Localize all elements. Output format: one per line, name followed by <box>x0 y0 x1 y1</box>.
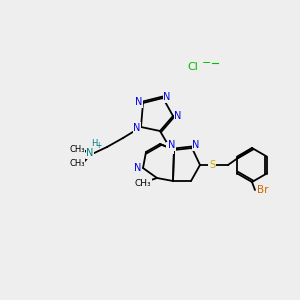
Text: CH₃: CH₃ <box>69 158 85 167</box>
Text: N: N <box>168 140 176 150</box>
Text: N: N <box>134 163 142 173</box>
Text: CH₃: CH₃ <box>135 178 151 188</box>
Text: N: N <box>133 123 141 133</box>
Text: N: N <box>192 140 200 150</box>
Text: S: S <box>209 160 215 170</box>
Text: S: S <box>167 143 173 153</box>
Text: N: N <box>163 92 171 102</box>
Text: N: N <box>168 140 176 150</box>
Text: N: N <box>174 111 182 121</box>
Text: +: + <box>95 141 101 150</box>
Text: N: N <box>135 97 143 107</box>
Text: −: − <box>202 58 212 68</box>
Text: Br: Br <box>257 185 269 195</box>
Text: N: N <box>86 148 94 158</box>
Text: Cl: Cl <box>188 62 198 72</box>
Text: CH₃: CH₃ <box>69 145 85 154</box>
Text: H: H <box>91 139 98 148</box>
